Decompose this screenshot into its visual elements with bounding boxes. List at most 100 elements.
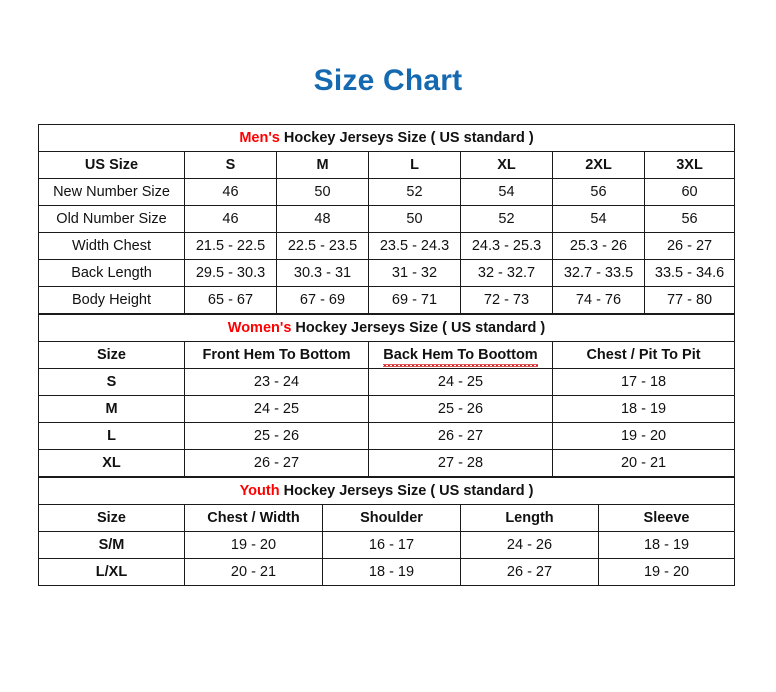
youth-col-header-4: Sleeve (597, 504, 736, 532)
womens-col-header-3: Chest / Pit To Pit (551, 341, 736, 369)
mens-cell-3-3: 32 - 32.7 (460, 259, 553, 287)
mens-col-header-3: L (368, 151, 461, 179)
table-row: New Number Size 46 50 52 54 56 60 (38, 178, 736, 206)
womens-banner-accent: Women's (227, 320, 292, 336)
mens-cell-0-4: 56 (552, 178, 645, 206)
youth-column-header-row: Size Chest / Width Shoulder Length Sleev… (38, 504, 736, 532)
mens-row-label-3: Back Length (38, 259, 185, 287)
womens-cell-3-0: 26 - 27 (184, 449, 369, 477)
youth-cell-0-1: 16 - 17 (322, 531, 461, 559)
mens-cell-4-1: 67 - 69 (276, 286, 369, 314)
mens-row-label-2: Width Chest (38, 232, 185, 260)
womens-cell-1-2: 18 - 19 (551, 395, 736, 423)
womens-cell-0-1: 24 - 25 (368, 368, 553, 396)
womens-cell-2-0: 25 - 26 (184, 422, 369, 450)
womens-col-header-1: Front Hem To Bottom (184, 341, 369, 369)
youth-cell-1-2: 26 - 27 (460, 558, 599, 586)
table-row: Back Length 29.5 - 30.3 30.3 - 31 31 - 3… (38, 259, 736, 287)
table-row: L/XL 20 - 21 18 - 19 26 - 27 19 - 20 (38, 558, 736, 586)
mens-cell-1-0: 46 (184, 205, 277, 233)
youth-col-header-1: Chest / Width (184, 504, 323, 532)
mens-cell-3-1: 30.3 - 31 (276, 259, 369, 287)
mens-cell-0-1: 50 (276, 178, 369, 206)
mens-cell-4-4: 74 - 76 (552, 286, 645, 314)
mens-cell-2-2: 23.5 - 24.3 (368, 232, 461, 260)
youth-col-header-3: Length (460, 504, 599, 532)
mens-col-header-5: 2XL (552, 151, 645, 179)
mens-cell-1-4: 54 (552, 205, 645, 233)
mens-cell-2-4: 25.3 - 26 (552, 232, 645, 260)
table-row: L 25 - 26 26 - 27 19 - 20 (38, 422, 736, 450)
mens-cell-2-5: 26 - 27 (643, 232, 736, 260)
womens-row-label-2: L (38, 422, 185, 450)
mens-cell-2-0: 21.5 - 22.5 (184, 232, 277, 260)
mens-col-header-2: M (276, 151, 369, 179)
mens-cell-2-1: 22.5 - 23.5 (276, 232, 369, 260)
youth-banner-rest: Hockey Jerseys Size ( US standard ) (279, 483, 534, 499)
mens-col-header-1: S (184, 151, 277, 179)
mens-cell-0-0: 46 (184, 178, 277, 206)
mens-cell-3-0: 29.5 - 30.3 (184, 259, 277, 287)
mens-cell-1-1: 48 (276, 205, 369, 233)
mens-cell-1-5: 56 (643, 205, 736, 233)
mens-col-header-4: XL (460, 151, 553, 179)
mens-row-label-4: Body Height (38, 286, 185, 314)
womens-col-header-2: Back Hem To Boottom (368, 341, 553, 369)
womens-column-header-row: Size Front Hem To Bottom Back Hem To Boo… (38, 341, 736, 369)
womens-row-label-0: S (38, 368, 185, 396)
womens-banner-rest: Hockey Jerseys Size ( US standard ) (291, 320, 546, 336)
womens-row-label-3: XL (38, 449, 185, 477)
mens-cell-2-3: 24.3 - 25.3 (460, 232, 553, 260)
youth-cell-0-2: 24 - 26 (460, 531, 599, 559)
womens-cell-2-2: 19 - 20 (551, 422, 736, 450)
youth-cell-1-1: 18 - 19 (322, 558, 461, 586)
mens-cell-0-5: 60 (643, 178, 736, 206)
mens-cell-3-2: 31 - 32 (368, 259, 461, 287)
womens-cell-1-1: 25 - 26 (368, 395, 553, 423)
mens-col-header-6: 3XL (643, 151, 736, 179)
mens-section-banner-row: Men's Hockey Jerseys Size ( US standard … (37, 124, 736, 152)
womens-cell-2-1: 26 - 27 (368, 422, 553, 450)
womens-cell-0-2: 17 - 18 (551, 368, 736, 396)
mens-size-table: Men's Hockey Jerseys Size ( US standard … (37, 124, 736, 314)
womens-cell-3-1: 27 - 28 (368, 449, 553, 477)
youth-section-banner-row: Youth Hockey Jerseys Size ( US standard … (37, 477, 736, 505)
womens-section-banner-row: Women's Hockey Jerseys Size ( US standar… (37, 314, 736, 342)
table-row: XL 26 - 27 27 - 28 20 - 21 (38, 449, 736, 477)
mens-cell-4-0: 65 - 67 (184, 286, 277, 314)
womens-row-label-1: M (38, 395, 185, 423)
mens-cell-0-2: 52 (368, 178, 461, 206)
mens-cell-0-3: 54 (460, 178, 553, 206)
youth-row-label-0: S/M (38, 531, 185, 559)
womens-col-header-2-text: Back Hem To Boottom (383, 347, 539, 367)
table-row: M 24 - 25 25 - 26 18 - 19 (38, 395, 736, 423)
size-chart-tables: Men's Hockey Jerseys Size ( US standard … (37, 124, 736, 586)
table-row: Body Height 65 - 67 67 - 69 69 - 71 72 -… (38, 286, 736, 314)
youth-row-label-1: L/XL (38, 558, 185, 586)
mens-column-header-row: US Size S M L XL 2XL 3XL (38, 151, 736, 179)
youth-size-table: Youth Hockey Jerseys Size ( US standard … (37, 477, 736, 586)
mens-banner-accent: Men's (239, 130, 280, 146)
mens-cell-1-3: 52 (460, 205, 553, 233)
table-row: Old Number Size 46 48 50 52 54 56 (38, 205, 736, 233)
table-row: Width Chest 21.5 - 22.5 22.5 - 23.5 23.5… (38, 232, 736, 260)
mens-cell-4-3: 72 - 73 (460, 286, 553, 314)
mens-cell-4-5: 77 - 80 (643, 286, 736, 314)
table-row: S/M 19 - 20 16 - 17 24 - 26 18 - 19 (38, 531, 736, 559)
mens-cell-3-5: 33.5 - 34.6 (643, 259, 736, 287)
youth-cell-1-0: 20 - 21 (184, 558, 323, 586)
mens-row-label-1: Old Number Size (38, 205, 185, 233)
mens-col-header-0: US Size (38, 151, 185, 179)
mens-section-banner: Men's Hockey Jerseys Size ( US standard … (37, 124, 736, 152)
mens-cell-4-2: 69 - 71 (368, 286, 461, 314)
youth-section-banner: Youth Hockey Jerseys Size ( US standard … (37, 477, 736, 505)
womens-cell-3-2: 20 - 21 (551, 449, 736, 477)
youth-banner-accent: Youth (239, 483, 280, 499)
youth-cell-0-0: 19 - 20 (184, 531, 323, 559)
womens-cell-0-0: 23 - 24 (184, 368, 369, 396)
womens-col-header-0: Size (38, 341, 185, 369)
youth-cell-1-3: 19 - 20 (597, 558, 736, 586)
mens-cell-1-2: 50 (368, 205, 461, 233)
mens-banner-rest: Hockey Jerseys Size ( US standard ) (279, 130, 534, 146)
